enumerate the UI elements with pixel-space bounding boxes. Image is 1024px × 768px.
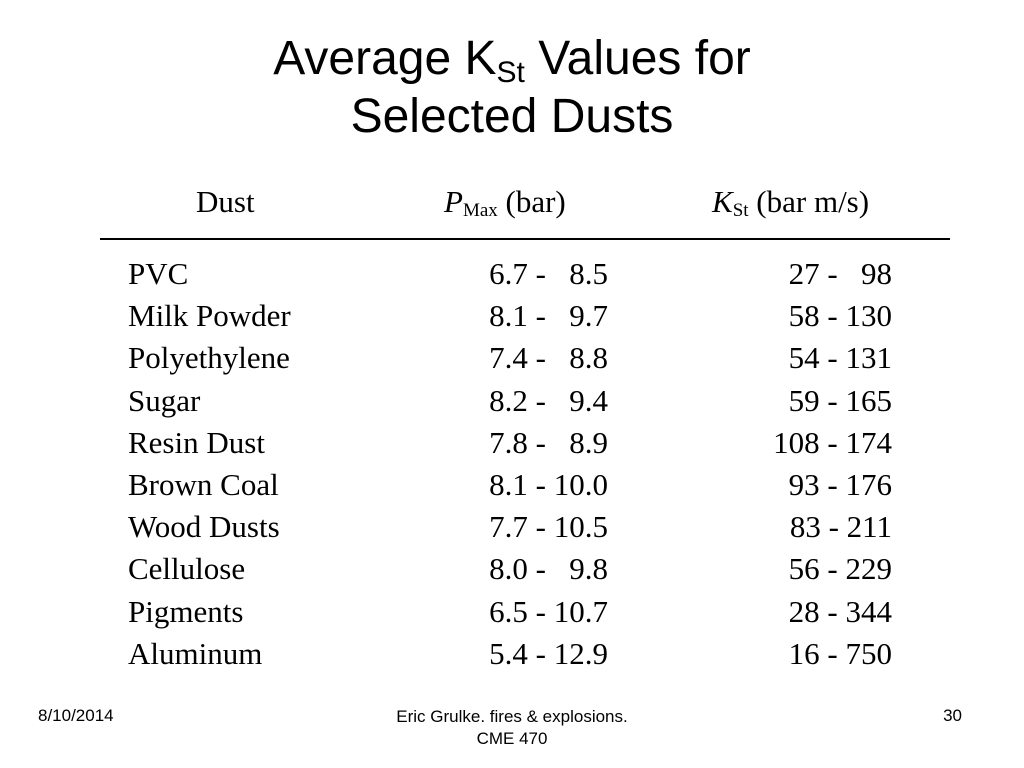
- dust-table: Dust PMax (bar) KSt (bar m/s) PVC 6.7 - 8…: [100, 180, 952, 671]
- cell-pmax: 7.4 - 8.8: [489, 340, 608, 376]
- cell-dust: Polyethylene: [128, 340, 290, 376]
- header-pmax: PMax (bar): [444, 184, 566, 220]
- cell-dust: Milk Powder: [128, 298, 291, 334]
- footer-date: 8/10/2014: [38, 706, 114, 725]
- cell-pmax: 8.1 - 9.7: [489, 298, 608, 334]
- table-body: PVC 6.7 - 8.5 27 - 98 Milk Powder 8.1 - 9.7…: [100, 256, 952, 678]
- cell-dust: Cellulose: [128, 551, 246, 587]
- cell-pmax: 7.7 - 10.5: [489, 509, 608, 545]
- table-row: Cellulose 8.0 - 9.8 56 - 229: [100, 551, 952, 593]
- table-row: Wood Dusts 7.7 - 10.5 83 - 211: [100, 509, 952, 551]
- header-dust: Dust: [196, 184, 255, 219]
- header-kst-sub: St: [732, 200, 749, 221]
- cell-pmax: 6.5 - 10.7: [489, 593, 608, 629]
- footer-course: Eric Grulke. fires & explosions. CME 470: [312, 706, 712, 750]
- table-row: Brown Coal 8.1 - 10.0 93 - 176: [100, 467, 952, 509]
- cell-pmax: 8.0 - 9.8: [489, 551, 608, 587]
- cell-dust: Wood Dusts: [128, 509, 280, 545]
- header-kst-unit: (bar m/s): [748, 184, 870, 219]
- header-divider: [100, 238, 950, 240]
- cell-kst: 56 - 229: [788, 551, 892, 587]
- cell-pmax: 7.8 - 8.9: [489, 424, 608, 460]
- cell-dust: Sugar: [128, 382, 201, 418]
- cell-kst: 108 - 174: [773, 424, 892, 460]
- cell-kst: 59 - 165: [788, 382, 892, 418]
- cell-pmax: 8.1 - 10.0: [489, 466, 608, 502]
- cell-pmax: 6.7 - 8.5: [489, 256, 608, 291]
- table-row: Milk Powder 8.1 - 9.7 58 - 130: [100, 298, 952, 340]
- cell-kst: 83 - 211: [789, 509, 892, 545]
- header-kst-symbol: K: [712, 184, 733, 219]
- cell-dust: Brown Coal: [128, 466, 279, 502]
- cell-kst: 54 - 131: [788, 340, 892, 376]
- cell-kst: 28 - 344: [788, 593, 892, 629]
- cell-dust: Pigments: [128, 593, 244, 629]
- header-pmax-sub: Max: [462, 200, 498, 221]
- cell-kst: 27 - 98: [788, 256, 892, 291]
- title-line-2: Selected Dusts: [350, 90, 674, 143]
- cell-dust: PVC: [128, 256, 189, 291]
- footer-page-number: 30: [943, 706, 962, 725]
- table-row: PVC 6.7 - 8.5 27 - 98: [100, 256, 952, 298]
- title-line-1: Average KSt Values for: [0, 30, 1024, 88]
- cell-kst: 58 - 130: [788, 298, 892, 334]
- footer-course-line-1: Eric Grulke. fires & explosions.: [396, 707, 628, 726]
- header-pmax-unit: (bar): [497, 184, 566, 219]
- table-row: Aluminum 5.4 - 12.9 16 - 750: [100, 636, 952, 678]
- table-row: Sugar 8.2 - 9.4 59 - 165: [100, 383, 952, 425]
- cell-dust: Resin Dust: [128, 424, 265, 460]
- header-kst: KSt (bar m/s): [712, 184, 869, 220]
- cell-dust: Aluminum: [128, 635, 263, 671]
- footer-course-line-2: CME 470: [476, 729, 548, 748]
- table-header: Dust PMax (bar) KSt (bar m/s): [100, 180, 952, 236]
- title-subscript: St: [496, 56, 525, 89]
- header-pmax-symbol: P: [444, 184, 463, 219]
- title-text-tail: Values for: [524, 32, 751, 85]
- title-text: Average K: [273, 32, 497, 85]
- cell-pmax: 8.2 - 9.4: [489, 382, 608, 418]
- slide-title: Average KSt Values for Selected Dusts: [0, 30, 1024, 146]
- cell-pmax: 5.4 - 12.9: [489, 635, 608, 671]
- cell-kst: 16 - 750: [788, 635, 892, 671]
- cell-kst: 93 - 176: [788, 466, 892, 502]
- table-row: Pigments 6.5 - 10.7 28 - 344: [100, 594, 952, 636]
- table-row: Resin Dust 7.8 - 8.9 108 - 174: [100, 425, 952, 467]
- table-row: Polyethylene 7.4 - 8.8 54 - 131: [100, 340, 952, 382]
